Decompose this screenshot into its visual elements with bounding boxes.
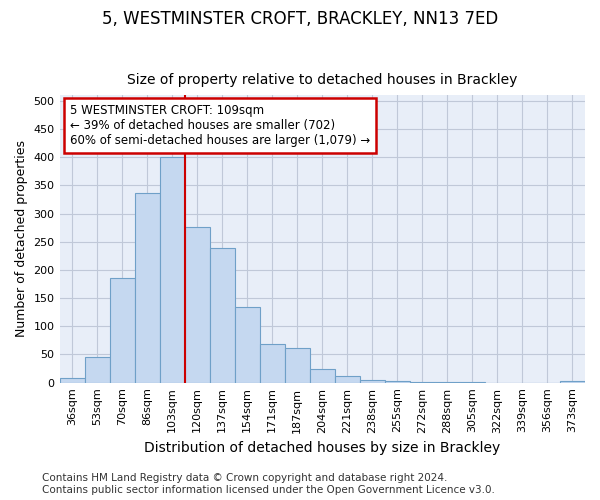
Bar [134, 192, 160, 382]
Bar [310, 368, 335, 382]
Bar [235, 306, 260, 382]
X-axis label: Distribution of detached houses by size in Brackley: Distribution of detached houses by size … [144, 441, 500, 455]
Y-axis label: Number of detached properties: Number of detached properties [15, 140, 28, 338]
Bar [335, 376, 360, 382]
Text: 5, WESTMINSTER CROFT, BRACKLEY, NN13 7ED: 5, WESTMINSTER CROFT, BRACKLEY, NN13 7ED [102, 10, 498, 28]
Text: Contains HM Land Registry data © Crown copyright and database right 2024.
Contai: Contains HM Land Registry data © Crown c… [42, 474, 495, 495]
Bar [110, 278, 134, 382]
Bar [385, 381, 410, 382]
Bar [160, 157, 185, 382]
Bar [285, 348, 310, 382]
Bar [185, 227, 209, 382]
Bar [360, 380, 385, 382]
Bar [59, 378, 85, 382]
Bar [209, 248, 235, 382]
Title: Size of property relative to detached houses in Brackley: Size of property relative to detached ho… [127, 73, 517, 87]
Bar [260, 344, 285, 383]
Bar [560, 381, 585, 382]
Bar [85, 356, 110, 382]
Text: 5 WESTMINSTER CROFT: 109sqm
← 39% of detached houses are smaller (702)
60% of se: 5 WESTMINSTER CROFT: 109sqm ← 39% of det… [70, 104, 370, 146]
